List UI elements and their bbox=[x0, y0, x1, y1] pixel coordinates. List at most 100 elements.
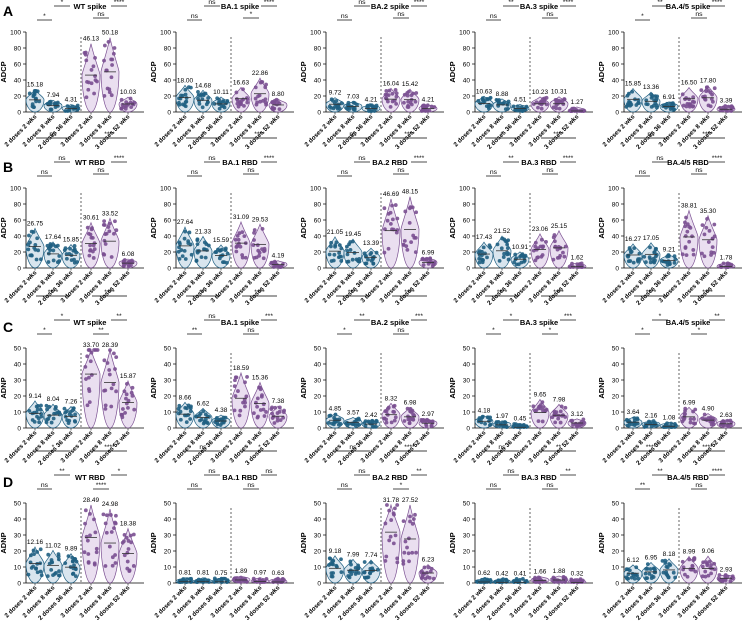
sig-label: ** bbox=[640, 482, 646, 489]
data-point bbox=[261, 402, 266, 407]
y-tick-label: 40 bbox=[463, 234, 471, 241]
data-point bbox=[666, 259, 671, 264]
data-point bbox=[393, 203, 398, 207]
data-point bbox=[196, 96, 200, 101]
data-point bbox=[270, 411, 275, 416]
data-point bbox=[488, 95, 493, 100]
data-point bbox=[693, 421, 697, 426]
sig-label: **** bbox=[497, 289, 508, 296]
mean-label: 14.68 bbox=[195, 82, 212, 89]
data-point bbox=[181, 577, 186, 581]
data-point bbox=[86, 87, 91, 92]
panel-letter: C bbox=[3, 319, 13, 335]
data-point bbox=[425, 108, 430, 113]
data-point bbox=[93, 55, 97, 60]
sig-label: * bbox=[501, 131, 504, 138]
data-point bbox=[560, 98, 565, 103]
data-point bbox=[627, 99, 631, 104]
sig-label: * bbox=[641, 327, 644, 334]
data-point bbox=[238, 101, 243, 106]
data-point bbox=[127, 260, 132, 265]
y-tick-label: 0 bbox=[17, 426, 21, 433]
data-point bbox=[428, 256, 433, 261]
sig-label: * bbox=[202, 131, 205, 138]
y-tick-label: 10 bbox=[14, 565, 22, 572]
data-point bbox=[124, 103, 129, 108]
data-point bbox=[91, 64, 96, 69]
data-point bbox=[215, 416, 219, 420]
data-point bbox=[238, 576, 243, 581]
data-point bbox=[244, 96, 249, 100]
data-point bbox=[672, 260, 677, 265]
data-point bbox=[647, 571, 652, 576]
mean-label: 6.91 bbox=[663, 94, 676, 101]
sig-label: ns bbox=[191, 169, 199, 176]
data-point bbox=[541, 97, 545, 101]
data-point bbox=[684, 215, 688, 220]
data-point bbox=[348, 240, 353, 244]
data-point bbox=[644, 423, 649, 428]
data-point bbox=[664, 422, 668, 427]
data-point bbox=[353, 565, 358, 570]
data-point bbox=[429, 566, 434, 571]
data-point bbox=[681, 103, 686, 108]
data-point bbox=[531, 102, 536, 106]
mean-label: 10.11 bbox=[213, 89, 229, 96]
data-point bbox=[270, 99, 275, 104]
data-point bbox=[577, 421, 582, 426]
data-point bbox=[32, 105, 36, 110]
data-point bbox=[253, 96, 258, 101]
data-point bbox=[105, 361, 110, 365]
data-point bbox=[104, 68, 109, 73]
data-point bbox=[26, 572, 31, 577]
data-point bbox=[337, 254, 342, 259]
y-axis-label: ADNP bbox=[299, 532, 308, 553]
data-point bbox=[128, 533, 133, 538]
data-point bbox=[729, 109, 734, 113]
sig-label: ns bbox=[208, 0, 216, 6]
sig-label: **** bbox=[264, 155, 275, 162]
y-axis-label: ADNP bbox=[448, 377, 457, 398]
data-point bbox=[88, 533, 92, 538]
y-tick-label: 20 bbox=[314, 250, 322, 257]
data-point bbox=[107, 544, 112, 549]
data-point bbox=[430, 419, 435, 424]
data-point bbox=[346, 574, 351, 578]
data-point bbox=[75, 103, 80, 108]
data-point bbox=[408, 519, 412, 524]
data-point bbox=[645, 102, 650, 107]
data-point bbox=[673, 575, 678, 580]
data-point bbox=[488, 245, 493, 250]
data-point bbox=[212, 102, 217, 106]
data-point bbox=[176, 411, 181, 416]
mean-label: 0.63 bbox=[272, 570, 285, 577]
data-point bbox=[424, 258, 429, 262]
sig-label: ns bbox=[490, 13, 498, 20]
data-point bbox=[32, 92, 37, 97]
mean-label: 4.21 bbox=[422, 97, 435, 104]
data-point bbox=[220, 417, 225, 422]
mean-label: 18.59 bbox=[233, 365, 250, 372]
y-tick-label: 20 bbox=[14, 250, 22, 257]
data-point bbox=[684, 253, 689, 258]
y-tick-label: 40 bbox=[463, 78, 471, 85]
data-point bbox=[51, 242, 56, 247]
data-point bbox=[259, 394, 264, 399]
data-point bbox=[540, 245, 545, 250]
mean-label: 17.43 bbox=[476, 234, 493, 241]
data-point bbox=[276, 576, 280, 581]
data-point bbox=[65, 104, 70, 109]
y-tick-label: 10 bbox=[14, 410, 22, 417]
y-tick-label: 100 bbox=[608, 30, 619, 37]
data-point bbox=[685, 574, 690, 579]
y-tick-label: 0 bbox=[317, 426, 321, 433]
sig-label: ns bbox=[490, 169, 498, 176]
data-point bbox=[260, 227, 265, 231]
data-point bbox=[704, 560, 709, 565]
data-point bbox=[502, 251, 507, 256]
data-point bbox=[407, 206, 412, 211]
data-point bbox=[89, 68, 94, 72]
chart-title: BA.2 spike bbox=[371, 318, 409, 327]
data-point bbox=[57, 410, 62, 415]
